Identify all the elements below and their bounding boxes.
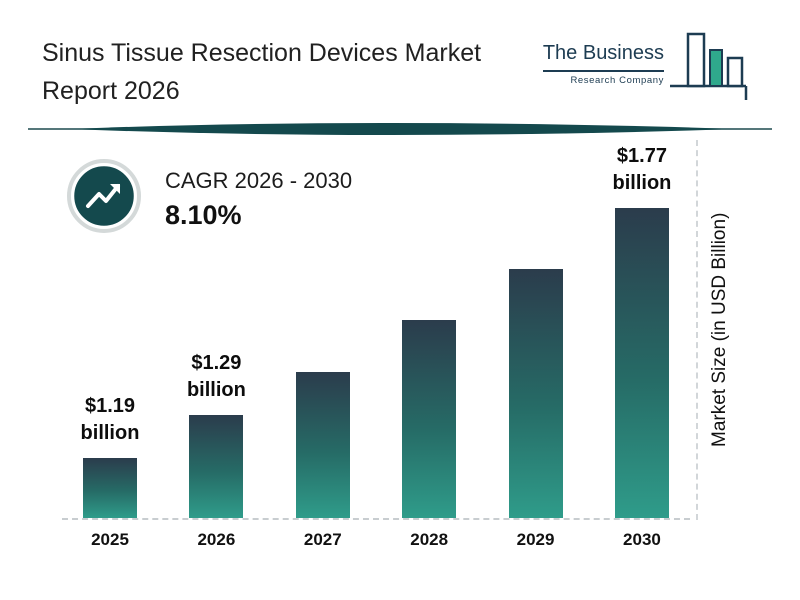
bar-column-2028 (381, 320, 477, 518)
cagr-value: 8.10% (165, 200, 242, 230)
x-tick-2028: 2028 (410, 530, 449, 549)
logo-name: The Business (542, 42, 664, 72)
page-title: Sinus Tissue Resection Devices Market Re… (42, 34, 481, 110)
company-logo: The Business Research Company (542, 28, 748, 109)
bar-column-2026: $1.29 billion (168, 350, 264, 518)
page-title-line2: Report 2026 (42, 77, 180, 105)
bar-column-2029 (488, 269, 584, 518)
bar-2027 (295, 372, 350, 518)
logo-subtitle: Research Company (570, 75, 664, 86)
bar-value-label-2030: $1.77 billion (612, 145, 672, 194)
page-title-line1: Sinus Tissue Resection Devices Market (42, 39, 482, 67)
bar-value-label-2025: $1.19 billion (80, 395, 140, 444)
bar-2028 (402, 320, 457, 518)
x-tick-2027: 2027 (303, 530, 342, 549)
cagr-label: CAGR 2026 - 2030 (165, 168, 353, 193)
bar-2029 (508, 269, 563, 518)
bar-chart-logo-icon (670, 28, 748, 109)
bar-columns: $1.19 billion $1.29 billion $1.77 billion (62, 140, 690, 520)
lens-divider-ornament (0, 120, 800, 138)
right-dashed-line (696, 140, 698, 520)
bar-2030 (614, 208, 669, 518)
x-tick-2025: 2025 (91, 530, 129, 549)
bar-column-2030: $1.77 billion (594, 143, 690, 518)
x-tick-2029: 2029 (516, 530, 555, 549)
trend-up-icon (66, 158, 142, 234)
logo-wordmark: The Business Research Company (542, 42, 664, 86)
x-tick-2030: 2030 (623, 530, 661, 549)
y-axis-title: Market Size (in USD Billion) (709, 212, 730, 448)
x-tick-2026: 2026 (197, 530, 236, 549)
cagr-block: CAGR 2026 - 2030 8.10% (165, 168, 352, 231)
bar-2026 (189, 415, 244, 518)
x-axis-labels: 2025 2026 2027 2028 2029 2030 (62, 530, 690, 550)
bar-column-2025: $1.19 billion (62, 393, 158, 518)
bar-column-2027 (275, 372, 371, 518)
bar-value-label-2026: $1.29 billion (186, 352, 246, 401)
bar-2025 (83, 458, 137, 518)
